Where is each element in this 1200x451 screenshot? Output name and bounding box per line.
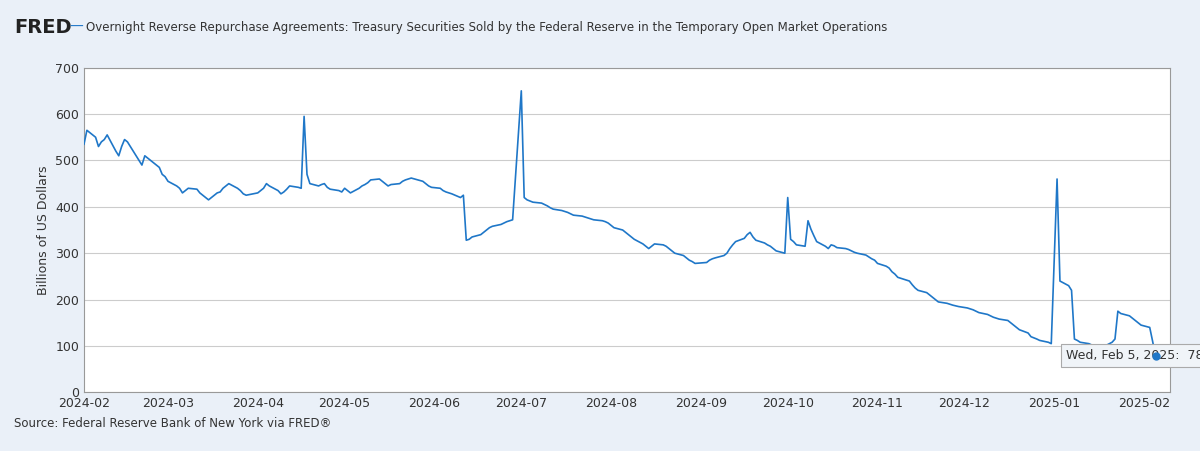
Text: Overnight Reverse Repurchase Agreements: Treasury Securities Sold by the Federal: Overnight Reverse Repurchase Agreements:… <box>86 21 888 33</box>
Text: Wed, Feb 5, 2025:  78.788: Wed, Feb 5, 2025: 78.788 <box>1066 350 1200 362</box>
Y-axis label: Billions of US Dollars: Billions of US Dollars <box>36 165 49 295</box>
Text: FRED: FRED <box>14 18 72 37</box>
Text: —: — <box>70 20 83 34</box>
Text: Source: Federal Reserve Bank of New York via FRED®: Source: Federal Reserve Bank of New York… <box>14 418 331 430</box>
